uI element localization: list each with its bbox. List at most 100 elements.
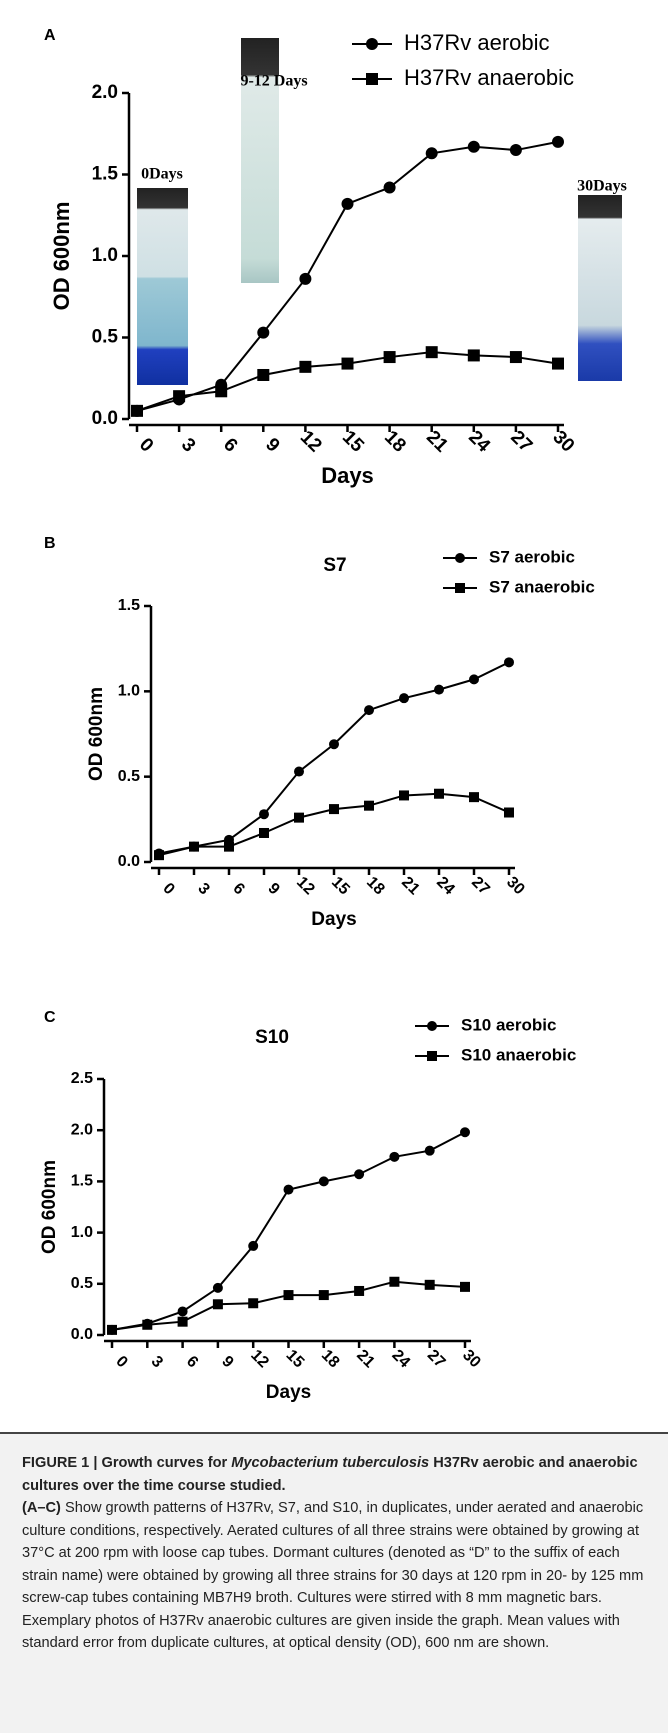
- point: [283, 1184, 294, 1195]
- caption-body: Show growth patterns of H37Rv, S7, and S…: [22, 1500, 644, 1651]
- x-tick-label: 18: [363, 874, 388, 899]
- y-axis-label: OD 600nm: [39, 1160, 60, 1254]
- point: [424, 1145, 435, 1156]
- series-line: [158, 792, 510, 857]
- legend-label: H37Rv anaerobic: [404, 65, 574, 90]
- x-tick-label: 6: [229, 880, 247, 898]
- caption-lead: (A–C): [22, 1500, 61, 1516]
- point: [460, 1281, 470, 1292]
- caption: FIGURE 1 | Growth curves for Mycobacteri…: [0, 1432, 668, 1733]
- point: [294, 766, 304, 777]
- point: [383, 181, 396, 194]
- x-tick-label: 21: [422, 427, 452, 457]
- x-axis-label: Days: [321, 463, 374, 488]
- point: [460, 1127, 470, 1138]
- point: [154, 850, 164, 861]
- legend-label: S10 aerobic: [461, 1015, 556, 1034]
- x-axis-label: Days: [266, 1382, 311, 1403]
- y-tick-label: 2.0: [71, 1121, 93, 1138]
- panel-label: B: [44, 535, 56, 552]
- point: [389, 1276, 400, 1287]
- caption-title: H37Rv aerobic and anaerobic cultures ove…: [22, 1455, 638, 1494]
- point: [329, 804, 339, 815]
- point: [509, 144, 522, 157]
- x-tick-label: 21: [353, 1347, 378, 1372]
- legend-marker: [366, 73, 378, 85]
- legend-marker: [427, 1021, 437, 1031]
- point: [212, 1282, 223, 1293]
- x-tick-label: 9: [218, 1353, 236, 1371]
- x-tick-label: 0: [112, 1353, 130, 1371]
- point: [215, 385, 228, 398]
- x-tick-label: 24: [433, 874, 458, 899]
- photo-tube: [578, 195, 622, 381]
- point: [467, 349, 480, 362]
- point: [434, 788, 444, 799]
- x-tick-label: 3: [148, 1353, 166, 1371]
- point: [399, 790, 409, 801]
- y-tick-label: 0.5: [118, 768, 140, 785]
- series-line: [111, 1280, 466, 1331]
- point: [434, 684, 444, 695]
- point: [399, 693, 409, 704]
- point: [318, 1290, 329, 1301]
- y-tick-label: 0.0: [71, 1326, 93, 1343]
- y-tick-label: 1.0: [71, 1224, 93, 1241]
- legend-marker: [455, 583, 465, 593]
- x-tick-label: 15: [283, 1347, 308, 1372]
- annotation: 9-12 Days: [240, 73, 307, 90]
- x-tick-label: 12: [247, 1347, 272, 1372]
- point: [504, 657, 514, 668]
- point: [469, 674, 479, 685]
- y-tick-label: 0.5: [92, 327, 119, 348]
- point: [425, 346, 438, 359]
- annotation: 30Days: [577, 178, 627, 195]
- y-axis-label: OD 600nm: [86, 687, 107, 781]
- x-tick-label: 0: [135, 434, 157, 456]
- point: [318, 1176, 329, 1187]
- point: [107, 1324, 117, 1335]
- y-tick-label: 0.0: [92, 408, 118, 429]
- point: [299, 360, 312, 373]
- series-line: [136, 140, 559, 412]
- x-tick-label: 12: [296, 427, 326, 457]
- figure: A0.00.51.01.52.00 3 6 9 12 15 18 21 24 27 30DaysOD…: [39, 27, 627, 1403]
- x-tick-label: 18: [318, 1347, 343, 1372]
- legend-marker: [366, 38, 378, 50]
- y-axis-label: OD 600nm: [49, 202, 74, 311]
- x-tick-label: 24: [464, 427, 494, 457]
- point: [283, 1290, 294, 1301]
- series-line: [111, 1131, 466, 1331]
- x-tick-label: 6: [183, 1353, 201, 1371]
- legend-label: S10 anaerobic: [461, 1045, 576, 1064]
- x-tick-label: 27: [506, 427, 536, 457]
- y-tick-label: 1.5: [118, 597, 140, 614]
- x-axis-label: Days: [311, 909, 356, 930]
- point: [224, 841, 234, 852]
- point: [142, 1319, 153, 1330]
- x-tick-label: 12: [293, 874, 318, 899]
- point: [259, 827, 269, 838]
- point: [509, 351, 522, 364]
- point: [131, 404, 143, 417]
- chart-title: S7: [323, 555, 346, 576]
- point: [177, 1306, 188, 1317]
- point: [389, 1151, 400, 1162]
- point: [299, 272, 312, 285]
- point: [341, 357, 354, 370]
- point: [189, 841, 199, 852]
- x-tick-label: 27: [468, 874, 493, 899]
- point: [364, 705, 374, 716]
- legend-label: S7 aerobic: [489, 547, 575, 566]
- x-tick-label: 27: [424, 1347, 449, 1372]
- point: [248, 1240, 259, 1251]
- panel-label: C: [44, 1009, 56, 1026]
- x-tick-label: 3: [177, 434, 199, 456]
- y-tick-label: 0.5: [71, 1275, 93, 1292]
- point: [259, 809, 269, 820]
- point: [294, 812, 304, 823]
- x-tick-label: 15: [338, 427, 368, 457]
- y-tick-label: 1.0: [118, 683, 140, 700]
- point: [212, 1299, 223, 1310]
- annotation: 0Days: [141, 166, 183, 183]
